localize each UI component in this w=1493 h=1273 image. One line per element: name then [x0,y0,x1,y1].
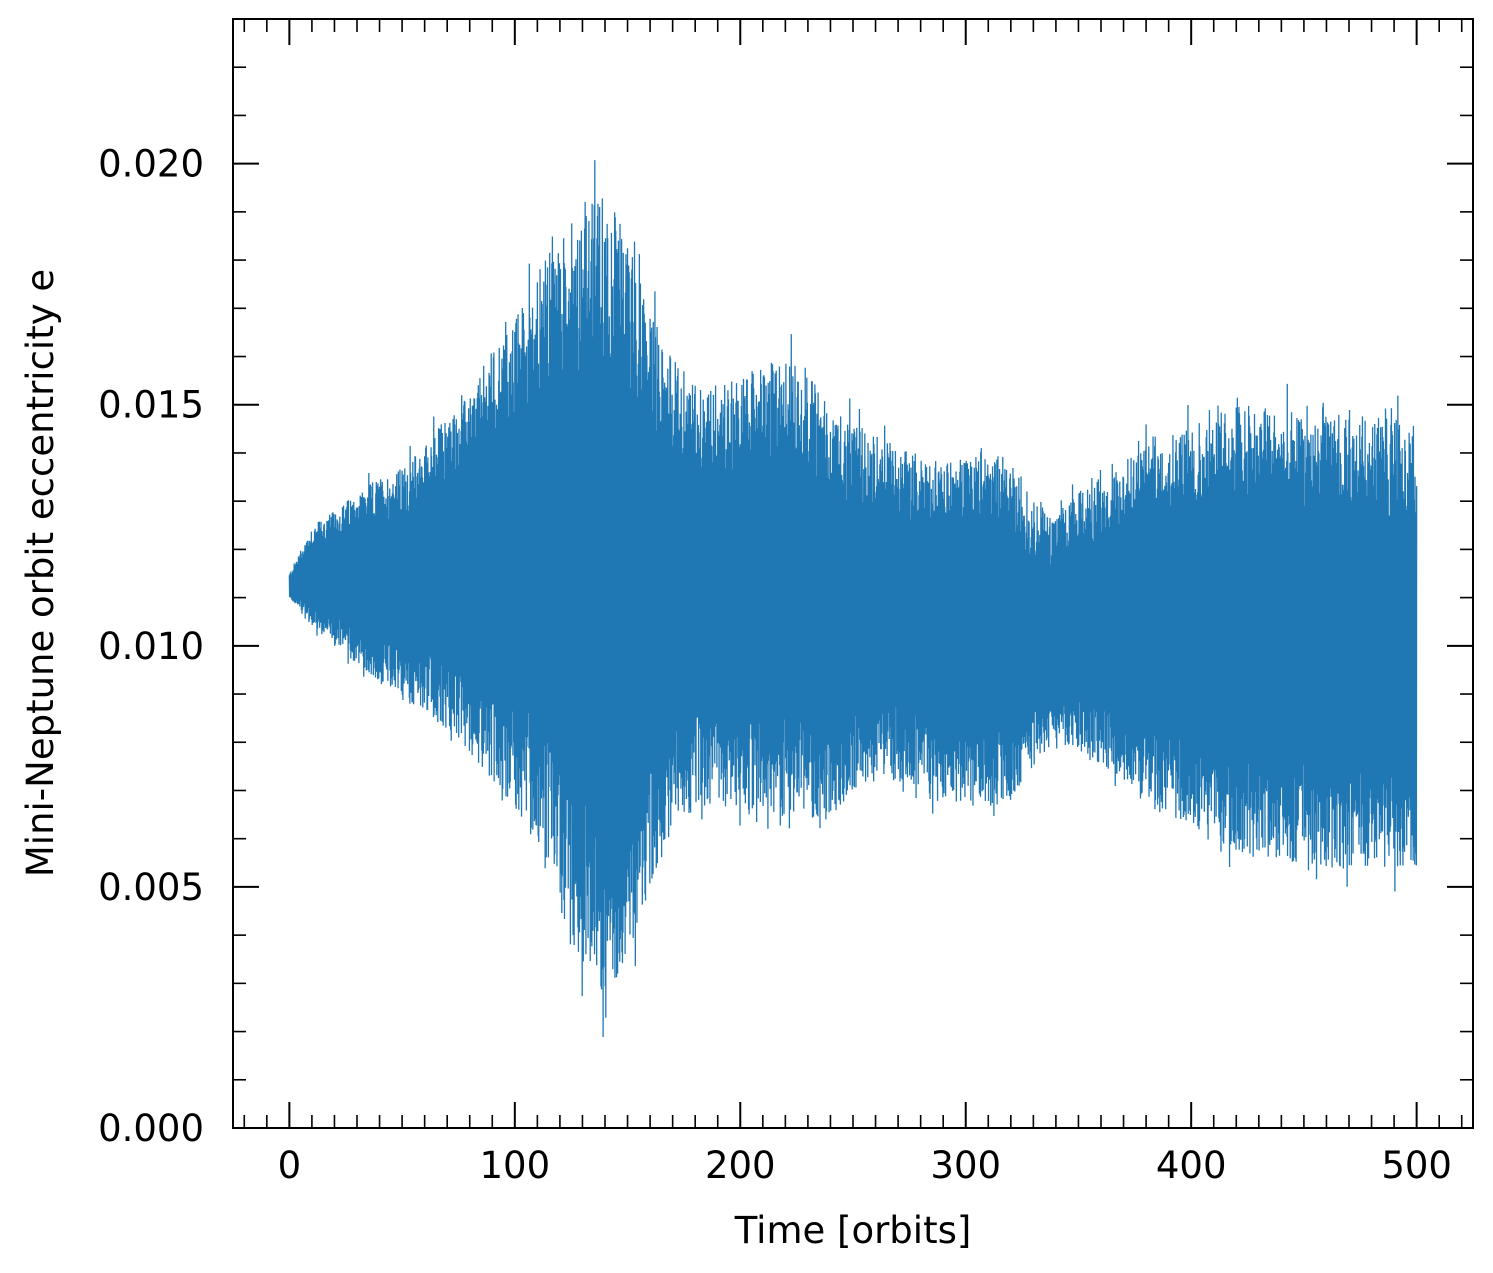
x-tick-label: 0 [278,1144,302,1187]
x-tick-label: 200 [705,1144,776,1187]
y-tick-label: 0.010 [98,625,204,668]
y-tick-label: 0.000 [98,1107,204,1150]
axis-ticks [233,18,1473,1129]
x-tick-label: 500 [1381,1144,1452,1187]
axes-frame [232,18,1474,1129]
y-tick-label: 0.020 [98,143,204,186]
y-tick-label: 0.005 [98,866,204,909]
series-line-0 [288,160,1418,1037]
x-tick-label: 100 [480,1144,551,1187]
y-axis-label: Mini-Neptune orbit eccentricity e [19,269,62,877]
y-tick-label: 0.015 [98,384,204,427]
plot-area [288,160,1418,1037]
x-axis-label: Time [orbits] [734,1209,972,1252]
x-tick-label: 400 [1156,1144,1227,1187]
x-tick-label: 300 [930,1144,1001,1187]
tick-labels: 0 100 200 300 400 500 0.000 0.005 0.010 0.015 0.02… [98,143,1452,1187]
